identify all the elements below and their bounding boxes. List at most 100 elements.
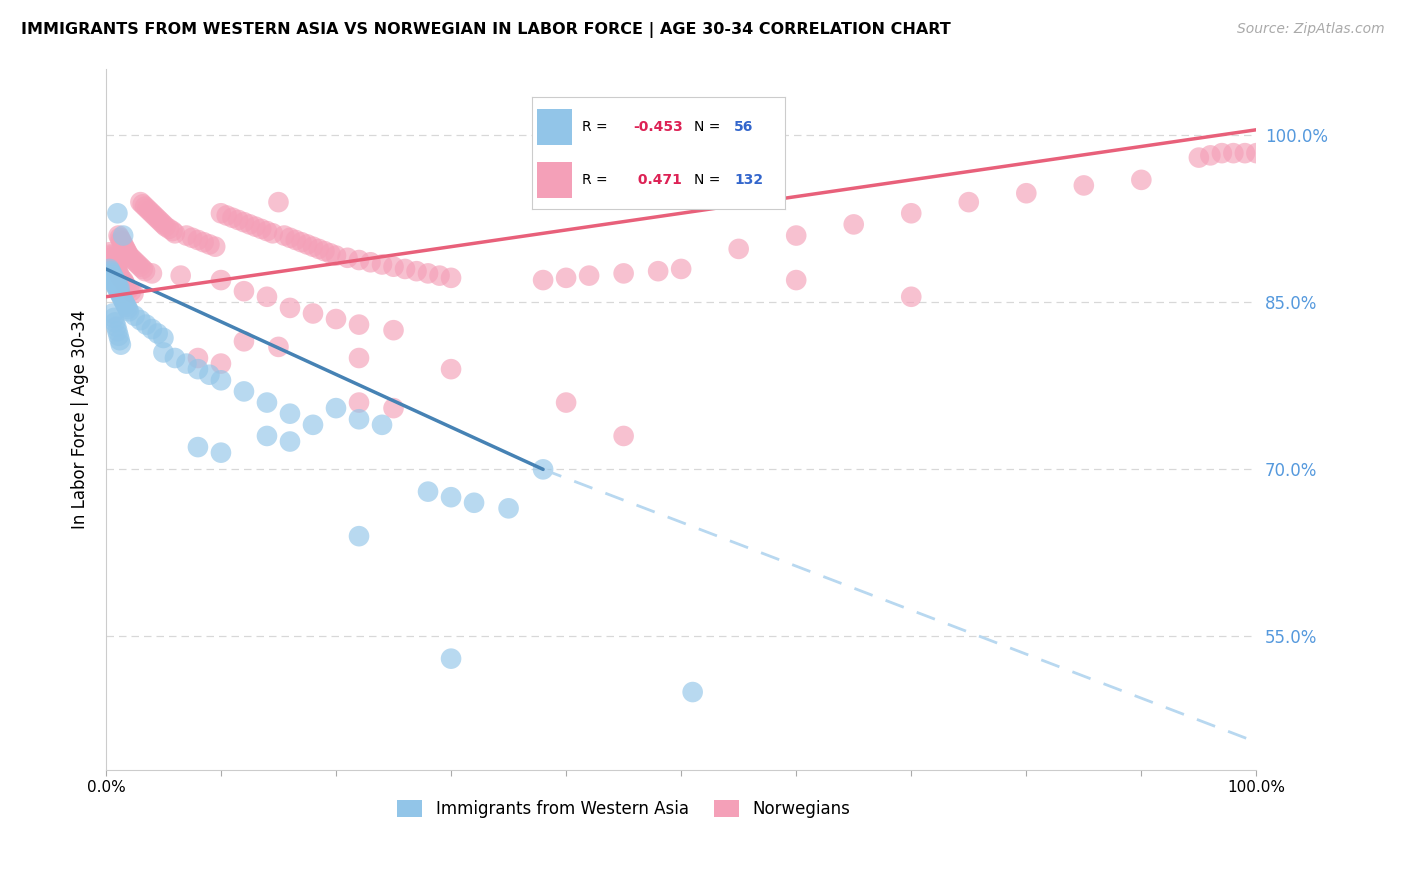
Point (682, 685, 704, 699)
Point (302, 306, 325, 320)
Point (114, 242, 136, 256)
Point (278, 231, 301, 245)
Point (382, 260, 405, 274)
Point (239, 218, 262, 232)
Point (209, 206, 232, 220)
Point (125, 255, 148, 269)
Point (842, 218, 865, 232)
Point (105, 262, 128, 277)
Point (135, 318, 157, 332)
Point (115, 279, 138, 293)
Point (129, 260, 152, 274)
Point (531, 462, 554, 476)
Point (1199, 148, 1222, 162)
Point (101, 255, 124, 269)
Text: IMMIGRANTS FROM WESTERN ASIA VS NORWEGIAN IN LABOR FORCE | AGE 30-34 CORRELATION: IMMIGRANTS FROM WESTERN ASIA VS NORWEGIA… (21, 22, 950, 38)
Point (104, 255, 127, 269)
Point (325, 401, 347, 416)
Point (103, 270, 125, 285)
Point (429, 268, 451, 283)
Point (555, 270, 578, 285)
Point (325, 312, 347, 326)
Point (267, 195, 290, 210)
Point (325, 249, 347, 263)
Point (101, 273, 124, 287)
Point (957, 195, 980, 210)
Point (302, 417, 325, 432)
Point (215, 209, 238, 223)
Point (669, 262, 692, 277)
Point (531, 273, 554, 287)
Point (98, 262, 121, 277)
Point (233, 384, 256, 399)
Point (245, 219, 267, 234)
Point (297, 237, 319, 252)
Point (162, 224, 184, 238)
Point (107, 284, 129, 298)
Point (347, 529, 370, 543)
Point (107, 264, 129, 278)
Point (103, 253, 125, 268)
Point (290, 235, 312, 250)
Point (233, 284, 256, 298)
Point (117, 246, 139, 260)
Point (1073, 178, 1095, 193)
Point (98, 245, 121, 260)
Point (145, 211, 167, 225)
Point (256, 290, 278, 304)
Point (104, 277, 127, 292)
Point (108, 286, 131, 301)
Point (100, 266, 122, 280)
Point (176, 357, 198, 371)
Point (127, 258, 149, 272)
Point (105, 275, 128, 289)
Point (163, 351, 186, 365)
Point (136, 202, 159, 216)
Point (138, 204, 160, 219)
Point (181, 231, 204, 245)
Point (108, 333, 131, 347)
Point (250, 222, 273, 236)
Point (221, 211, 243, 225)
Point (209, 373, 232, 387)
Point (108, 268, 131, 283)
Point (110, 270, 132, 285)
Point (416, 484, 439, 499)
Point (103, 275, 125, 289)
Point (107, 282, 129, 296)
Point (1188, 151, 1211, 165)
Point (900, 290, 922, 304)
Point (371, 258, 394, 272)
Point (347, 351, 370, 365)
Point (112, 240, 135, 254)
Point (785, 228, 807, 243)
Point (100, 264, 122, 278)
Point (1246, 146, 1268, 161)
Point (727, 242, 749, 256)
Point (613, 266, 636, 280)
Point (278, 434, 301, 449)
Point (124, 309, 146, 323)
Point (440, 651, 463, 665)
Point (141, 322, 163, 336)
Point (107, 328, 129, 343)
Point (118, 249, 141, 263)
Point (100, 253, 122, 268)
Point (134, 264, 156, 278)
Point (100, 247, 122, 261)
Point (118, 282, 141, 296)
Point (107, 228, 129, 243)
Point (440, 270, 463, 285)
Point (204, 240, 226, 254)
Point (100, 249, 122, 263)
Point (107, 260, 129, 274)
Point (382, 323, 405, 337)
Point (278, 407, 301, 421)
Point (143, 209, 166, 223)
Point (226, 213, 249, 227)
Point (100, 270, 122, 285)
Point (152, 345, 174, 359)
Point (100, 251, 122, 265)
Point (498, 501, 520, 516)
Text: Source: ZipAtlas.com: Source: ZipAtlas.com (1237, 22, 1385, 37)
